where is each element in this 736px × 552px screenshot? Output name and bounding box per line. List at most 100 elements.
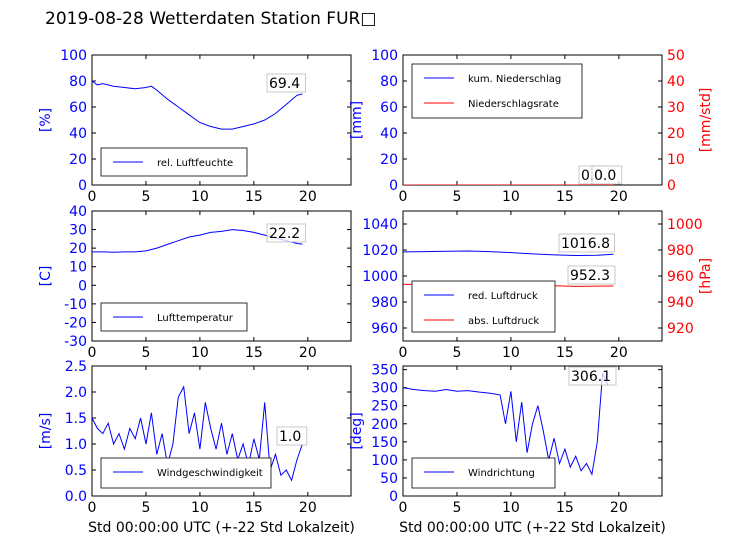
x-tick-label: 15 <box>245 189 263 205</box>
legend-label: Lufttemperatur <box>157 313 234 324</box>
x-tick-label: 0 <box>399 345 408 361</box>
value-annotation-box <box>558 233 615 253</box>
y-tick-label: 0 <box>389 178 398 194</box>
x-tick-label: 10 <box>191 189 209 205</box>
x-tick-label: 20 <box>610 500 628 516</box>
plot-frame <box>91 54 352 186</box>
y-tick-label: 1020 <box>362 243 398 259</box>
y2-tick-label: 960 <box>667 269 694 285</box>
x-tick-label: 5 <box>452 500 461 516</box>
legend-box <box>411 280 556 333</box>
y-tick-label: 80 <box>69 74 87 90</box>
y-axis-label: [%] <box>38 108 54 132</box>
y-tick-label: 0.0 <box>65 489 87 505</box>
series-line-0 <box>403 250 614 257</box>
value-annotation-box <box>568 366 617 386</box>
y-tick-label: 40 <box>380 126 398 142</box>
legend-label: Windrichtung <box>468 468 535 479</box>
x-tick-label: 5 <box>141 500 150 516</box>
y-axis-label: [C] <box>38 266 54 287</box>
legend-label: kum. Niederschlag <box>468 74 561 85</box>
x-tick-label: 20 <box>299 345 317 361</box>
value-annotation: 0.0 <box>594 168 616 184</box>
x-tick-label: 15 <box>245 345 263 361</box>
x-tick-label: 10 <box>502 345 520 361</box>
y-tick-label: 10 <box>69 260 87 276</box>
value-annotation-box <box>266 73 306 93</box>
y2-tick-label: 980 <box>667 243 694 259</box>
y-tick-label: 250 <box>371 399 398 415</box>
y2-tick-label: 940 <box>667 295 694 311</box>
value-annotation-box <box>591 165 623 185</box>
y2-axis-label: [mm/std] <box>698 88 714 153</box>
y-tick-label: 100 <box>371 453 398 469</box>
legend-label: red. Luftdruck <box>468 291 538 302</box>
y-tick-label: 100 <box>60 48 87 64</box>
x-tick-label: 0 <box>88 500 97 516</box>
legend-box <box>100 457 272 489</box>
value-annotation-box <box>266 223 306 243</box>
y2-tick-label: 20 <box>667 126 685 142</box>
y-tick-label: 1.5 <box>65 411 87 427</box>
x-tick-label: 20 <box>610 189 628 205</box>
y-tick-label: -10 <box>64 297 87 313</box>
y-tick-label: 0.5 <box>65 463 87 479</box>
y-tick-label: 60 <box>69 100 87 116</box>
x-tick-label: 20 <box>610 345 628 361</box>
series-line-0 <box>92 385 303 482</box>
x-tick-label: 15 <box>245 500 263 516</box>
x-tick-label: 0 <box>88 189 97 205</box>
legend-box <box>411 63 583 119</box>
y-tick-label: 0 <box>78 178 87 194</box>
y2-tick-label: 0 <box>667 178 676 194</box>
panel-pressure: 0 5 10 15 20 960 980 1000 1020 1040 920 940 960 980 10… <box>362 210 714 361</box>
y2-tick-label: 50 <box>667 48 685 64</box>
y2-tick-label: 1000 <box>667 217 703 233</box>
value-annotation-box <box>567 265 616 285</box>
legend-label: abs. Luftdruck <box>468 316 539 327</box>
value-annotation: 306.1 <box>571 369 611 385</box>
value-annotation-box <box>276 426 308 446</box>
y-tick-label: 0 <box>389 489 398 505</box>
y-axis-label: [deg] <box>349 412 365 449</box>
y-axis-label: [mm] <box>349 101 365 139</box>
y-tick-label: 30 <box>69 223 87 239</box>
y-tick-label: -20 <box>64 315 87 331</box>
y2-tick-label: 10 <box>667 152 685 168</box>
y2-tick-label: 920 <box>667 321 694 337</box>
y-tick-label: 2.0 <box>65 385 87 401</box>
x-tick-label: 10 <box>502 189 520 205</box>
legend-label: rel. Luftfeuchte <box>157 158 233 169</box>
legend-label: Niederschlagsrate <box>468 99 559 110</box>
y-tick-label: 150 <box>371 435 398 451</box>
x-tick-label: 20 <box>299 500 317 516</box>
y-tick-label: -30 <box>64 334 87 350</box>
y-tick-label: 20 <box>69 152 87 168</box>
panel-humidity: 0 5 10 15 20 0 20 40 60 80 100 [%] rel. Luftfeuchte 6… <box>38 48 352 205</box>
x-tick-label: 10 <box>191 500 209 516</box>
y-tick-label: 1.0 <box>65 437 87 453</box>
y-tick-label: 300 <box>371 381 398 397</box>
figure-title: 2019-08-28 Wetterdaten Station FUR□ <box>45 9 377 29</box>
y-tick-label: 2.5 <box>65 359 87 375</box>
x-tick-label: 5 <box>141 345 150 361</box>
y-tick-label: 80 <box>380 74 398 90</box>
y-tick-label: 1000 <box>362 269 398 285</box>
y2-tick-label: 40 <box>667 74 685 90</box>
value-annotation: 952.3 <box>570 268 610 284</box>
panel-temperature: 0 5 10 15 20 -30 -20 -10 0 10 20 30 40 [C] Lufttempera… <box>38 204 352 361</box>
x-tick-label: 15 <box>556 345 574 361</box>
x-tick-label: 15 <box>556 189 574 205</box>
x-tick-label: 5 <box>141 189 150 205</box>
series-line-0 <box>403 372 609 476</box>
y-tick-label: 960 <box>371 321 398 337</box>
value-annotation: 22.2 <box>269 226 300 242</box>
y-tick-label: 40 <box>69 126 87 142</box>
x-tick-label: 0 <box>399 189 408 205</box>
value-annotation: 69.4 <box>269 76 300 92</box>
y-tick-label: 20 <box>69 241 87 257</box>
y-tick-label: 1040 <box>362 217 398 233</box>
x-axis-label: Std 00:00:00 UTC (+-22 Std Lokalzeit) <box>88 520 355 536</box>
y-tick-label: 50 <box>380 471 398 487</box>
panel-precipitation: 0 5 10 15 20 0 20 40 60 80 100 0 10 20 30 40 50 [mm] [mm/s… <box>349 48 714 205</box>
